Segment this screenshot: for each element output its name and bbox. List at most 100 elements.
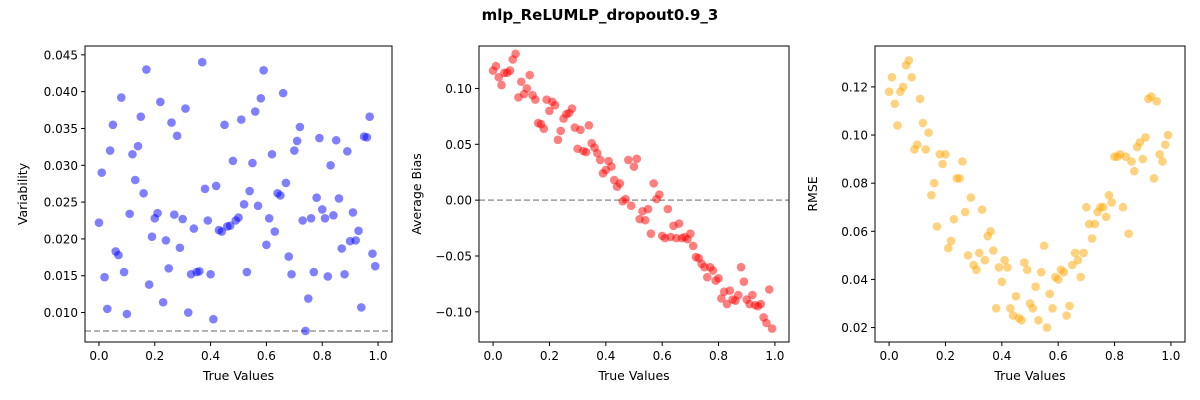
x-tick-label: 0.6	[1049, 349, 1068, 363]
data-point	[626, 201, 636, 211]
data-point	[963, 251, 973, 260]
data-point	[986, 227, 995, 236]
data-point	[105, 146, 115, 155]
data-point	[1127, 157, 1136, 166]
data-point	[125, 209, 134, 219]
data-point	[228, 156, 238, 166]
data-point	[739, 277, 749, 286]
chart-1: 0.0 0.2 0.4 0.6 0.8 1.0 0.010 0.015 0.020 0.025 0.…	[15, 45, 393, 383]
data-point	[1067, 260, 1077, 270]
data-point	[621, 194, 630, 204]
scatter-points	[884, 56, 1173, 332]
data-point	[615, 179, 625, 188]
data-point	[941, 149, 950, 159]
data-point	[649, 179, 659, 188]
data-point	[153, 208, 162, 218]
data-point	[172, 131, 182, 141]
data-point	[97, 168, 107, 177]
y-tick-label: 0.040	[44, 85, 78, 99]
data-point	[209, 314, 218, 324]
data-point	[1003, 263, 1012, 272]
data-point	[629, 162, 639, 171]
y-tick-label: 0.020	[44, 232, 78, 246]
data-point	[253, 201, 263, 211]
data-point	[736, 262, 746, 272]
data-point	[932, 222, 942, 231]
data-point	[119, 267, 129, 277]
y-tick-label: 0.04	[841, 273, 868, 287]
data-point	[595, 155, 605, 165]
data-point	[884, 87, 894, 97]
data-point	[1146, 92, 1156, 101]
data-point	[955, 174, 964, 183]
figure-title: mlp_ReLUMLP_dropout0.9_3	[482, 6, 719, 24]
data-point	[195, 267, 204, 276]
x-tick-label: 0.2	[936, 349, 955, 363]
data-point	[550, 100, 560, 110]
data-point	[497, 80, 506, 90]
data-point	[248, 158, 257, 168]
data-point	[1082, 202, 1091, 212]
data-point	[290, 146, 299, 155]
x-axis-label: True Values	[597, 368, 669, 383]
x-tick-label: 1.0	[1161, 349, 1180, 363]
y-tick-label: 0.035	[44, 122, 78, 136]
y-tick-label: 0.02	[841, 321, 868, 335]
data-point	[270, 227, 280, 236]
data-point	[702, 272, 712, 282]
data-point	[898, 82, 908, 92]
y-tick-label: 0.12	[841, 80, 868, 94]
x-tick-label: 0.4	[992, 349, 1011, 363]
data-point	[256, 93, 266, 103]
data-point	[539, 124, 549, 133]
data-point	[1031, 282, 1040, 291]
data-point	[640, 215, 650, 225]
data-point	[178, 214, 187, 224]
y-tick-label: 0.08	[841, 177, 868, 191]
x-tick-label: 0.8	[313, 349, 332, 363]
x-tick-label: 0.6	[257, 349, 276, 363]
x-axis-label: True Values	[202, 368, 274, 383]
data-point	[281, 178, 291, 188]
data-point	[733, 290, 743, 300]
data-point	[918, 118, 928, 128]
data-point	[593, 148, 602, 158]
data-point	[556, 126, 566, 136]
data-point	[301, 326, 310, 336]
data-point	[142, 65, 151, 74]
data-point	[133, 141, 143, 151]
data-point	[525, 70, 535, 80]
data-point	[298, 216, 307, 225]
y-tick-label: 0.05	[445, 138, 472, 152]
data-point	[189, 224, 199, 233]
axes-frame	[874, 45, 1186, 343]
data-point	[663, 204, 673, 214]
data-point	[326, 160, 335, 170]
data-point	[1045, 289, 1055, 299]
chart-2: 0.0 0.2 0.4 0.6 0.8 1.0 −0.10 −0.05 0.00 0.05 0.10…	[409, 45, 790, 383]
data-point	[242, 267, 252, 277]
x-tick-label: 0.2	[145, 349, 164, 363]
data-point	[100, 272, 109, 282]
data-point	[306, 213, 316, 223]
data-point	[368, 249, 377, 258]
y-tick-label: 0.010	[44, 306, 78, 320]
data-point	[334, 194, 344, 203]
data-point	[1076, 272, 1086, 282]
x-tick-label: 0.0	[89, 349, 108, 363]
data-point	[175, 243, 185, 253]
scatter-points	[94, 57, 380, 336]
data-point	[674, 219, 684, 228]
data-point	[331, 135, 341, 145]
data-point	[516, 77, 526, 87]
data-point	[907, 72, 916, 82]
data-point	[139, 188, 148, 198]
scatter-points	[488, 49, 777, 333]
x-axis-label: True Values	[993, 368, 1065, 383]
data-point	[1000, 255, 1009, 265]
data-point	[1087, 234, 1097, 243]
x-tick-label: 0.4	[201, 349, 220, 363]
data-point	[966, 193, 976, 202]
data-point	[158, 297, 168, 307]
data-point	[1141, 133, 1150, 142]
